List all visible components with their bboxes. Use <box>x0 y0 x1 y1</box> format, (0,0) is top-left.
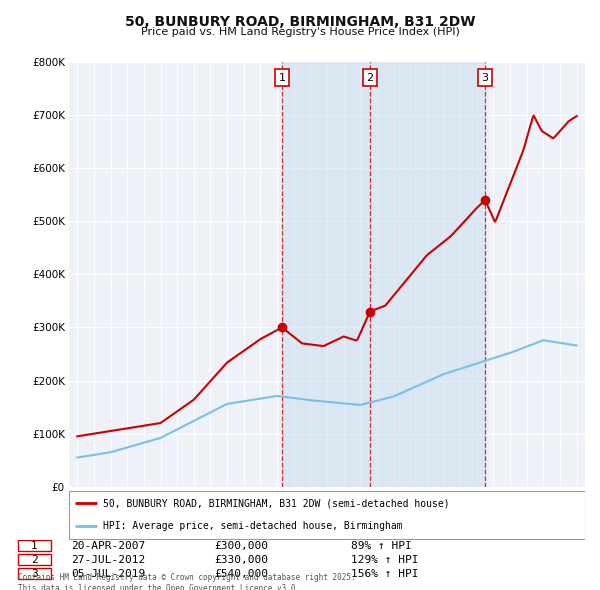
Text: 27-JUL-2012: 27-JUL-2012 <box>71 555 146 565</box>
Text: 89% ↑ HPI: 89% ↑ HPI <box>350 541 411 551</box>
Text: £300,000: £300,000 <box>214 541 268 551</box>
Bar <box>370 62 485 487</box>
Text: Price paid vs. HM Land Registry's House Price Index (HPI): Price paid vs. HM Land Registry's House … <box>140 27 460 37</box>
FancyBboxPatch shape <box>18 540 50 552</box>
FancyBboxPatch shape <box>69 491 585 539</box>
Bar <box>282 62 370 487</box>
Text: £540,000: £540,000 <box>214 569 268 579</box>
Text: 50, BUNBURY ROAD, BIRMINGHAM, B31 2DW: 50, BUNBURY ROAD, BIRMINGHAM, B31 2DW <box>125 15 475 29</box>
FancyBboxPatch shape <box>18 555 50 565</box>
Text: 3: 3 <box>31 569 38 579</box>
Text: 156% ↑ HPI: 156% ↑ HPI <box>350 569 418 579</box>
FancyBboxPatch shape <box>18 568 50 579</box>
Text: 2: 2 <box>31 555 38 565</box>
Text: 1: 1 <box>31 541 38 551</box>
Text: 129% ↑ HPI: 129% ↑ HPI <box>350 555 418 565</box>
Text: 2: 2 <box>366 73 373 83</box>
Text: 3: 3 <box>482 73 488 83</box>
Text: 05-JUL-2019: 05-JUL-2019 <box>71 569 146 579</box>
Text: 50, BUNBURY ROAD, BIRMINGHAM, B31 2DW (semi-detached house): 50, BUNBURY ROAD, BIRMINGHAM, B31 2DW (s… <box>103 498 449 508</box>
Text: 20-APR-2007: 20-APR-2007 <box>71 541 146 551</box>
Text: £330,000: £330,000 <box>214 555 268 565</box>
Text: 1: 1 <box>278 73 286 83</box>
Text: HPI: Average price, semi-detached house, Birmingham: HPI: Average price, semi-detached house,… <box>103 522 402 532</box>
Text: Contains HM Land Registry data © Crown copyright and database right 2025.
This d: Contains HM Land Registry data © Crown c… <box>18 573 356 590</box>
